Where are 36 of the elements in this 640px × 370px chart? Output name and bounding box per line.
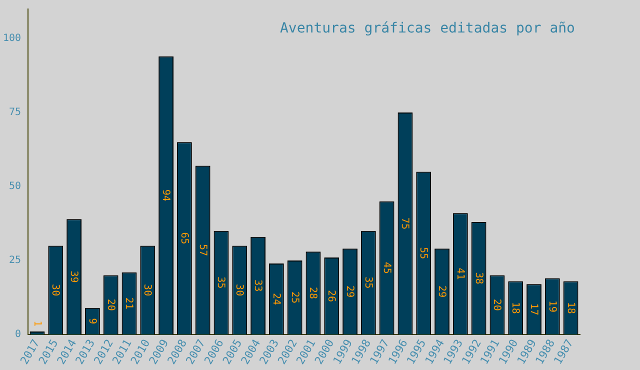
- data-label: 55: [418, 247, 429, 260]
- data-label: 25: [288, 291, 300, 304]
- y-tick-label: 100: [3, 33, 22, 44]
- data-label: 17: [528, 303, 539, 316]
- data-label: 28: [307, 287, 318, 300]
- data-label: 26: [326, 290, 337, 302]
- data-label: 9: [86, 318, 98, 324]
- data-label: 38: [472, 272, 484, 284]
- data-label: 21: [123, 297, 134, 310]
- data-label: 30: [50, 284, 61, 296]
- data-label: 39: [68, 270, 80, 283]
- y-tick-label: 75: [9, 107, 22, 118]
- data-label: 45: [380, 262, 392, 274]
- y-tick-label: 25: [9, 255, 22, 266]
- data-label: 1: [32, 320, 43, 327]
- data-label: 29: [344, 286, 355, 298]
- data-label: 41: [454, 268, 466, 280]
- data-label: 20: [491, 298, 502, 311]
- data-label: 57: [196, 244, 208, 256]
- data-label: 65: [178, 232, 190, 244]
- data-label: 24: [270, 292, 282, 305]
- data-label: 29: [436, 286, 447, 298]
- data-label: 18: [510, 302, 521, 314]
- text: Aventuras gráficas editadas por año: [280, 20, 575, 37]
- data-label: 94: [160, 189, 171, 202]
- y-tick-label: 0: [15, 329, 22, 340]
- data-label: 35: [362, 276, 374, 289]
- data-label: 30: [142, 284, 153, 296]
- data-label: 20: [104, 298, 116, 311]
- data-label: 19: [546, 300, 558, 312]
- data-label: 75: [399, 217, 410, 230]
- data-label: 18: [564, 302, 576, 314]
- data-label: 35: [215, 276, 226, 289]
- data-label: 30: [234, 284, 245, 296]
- y-tick-label: 50: [9, 181, 22, 192]
- data-label: 33: [252, 280, 263, 292]
